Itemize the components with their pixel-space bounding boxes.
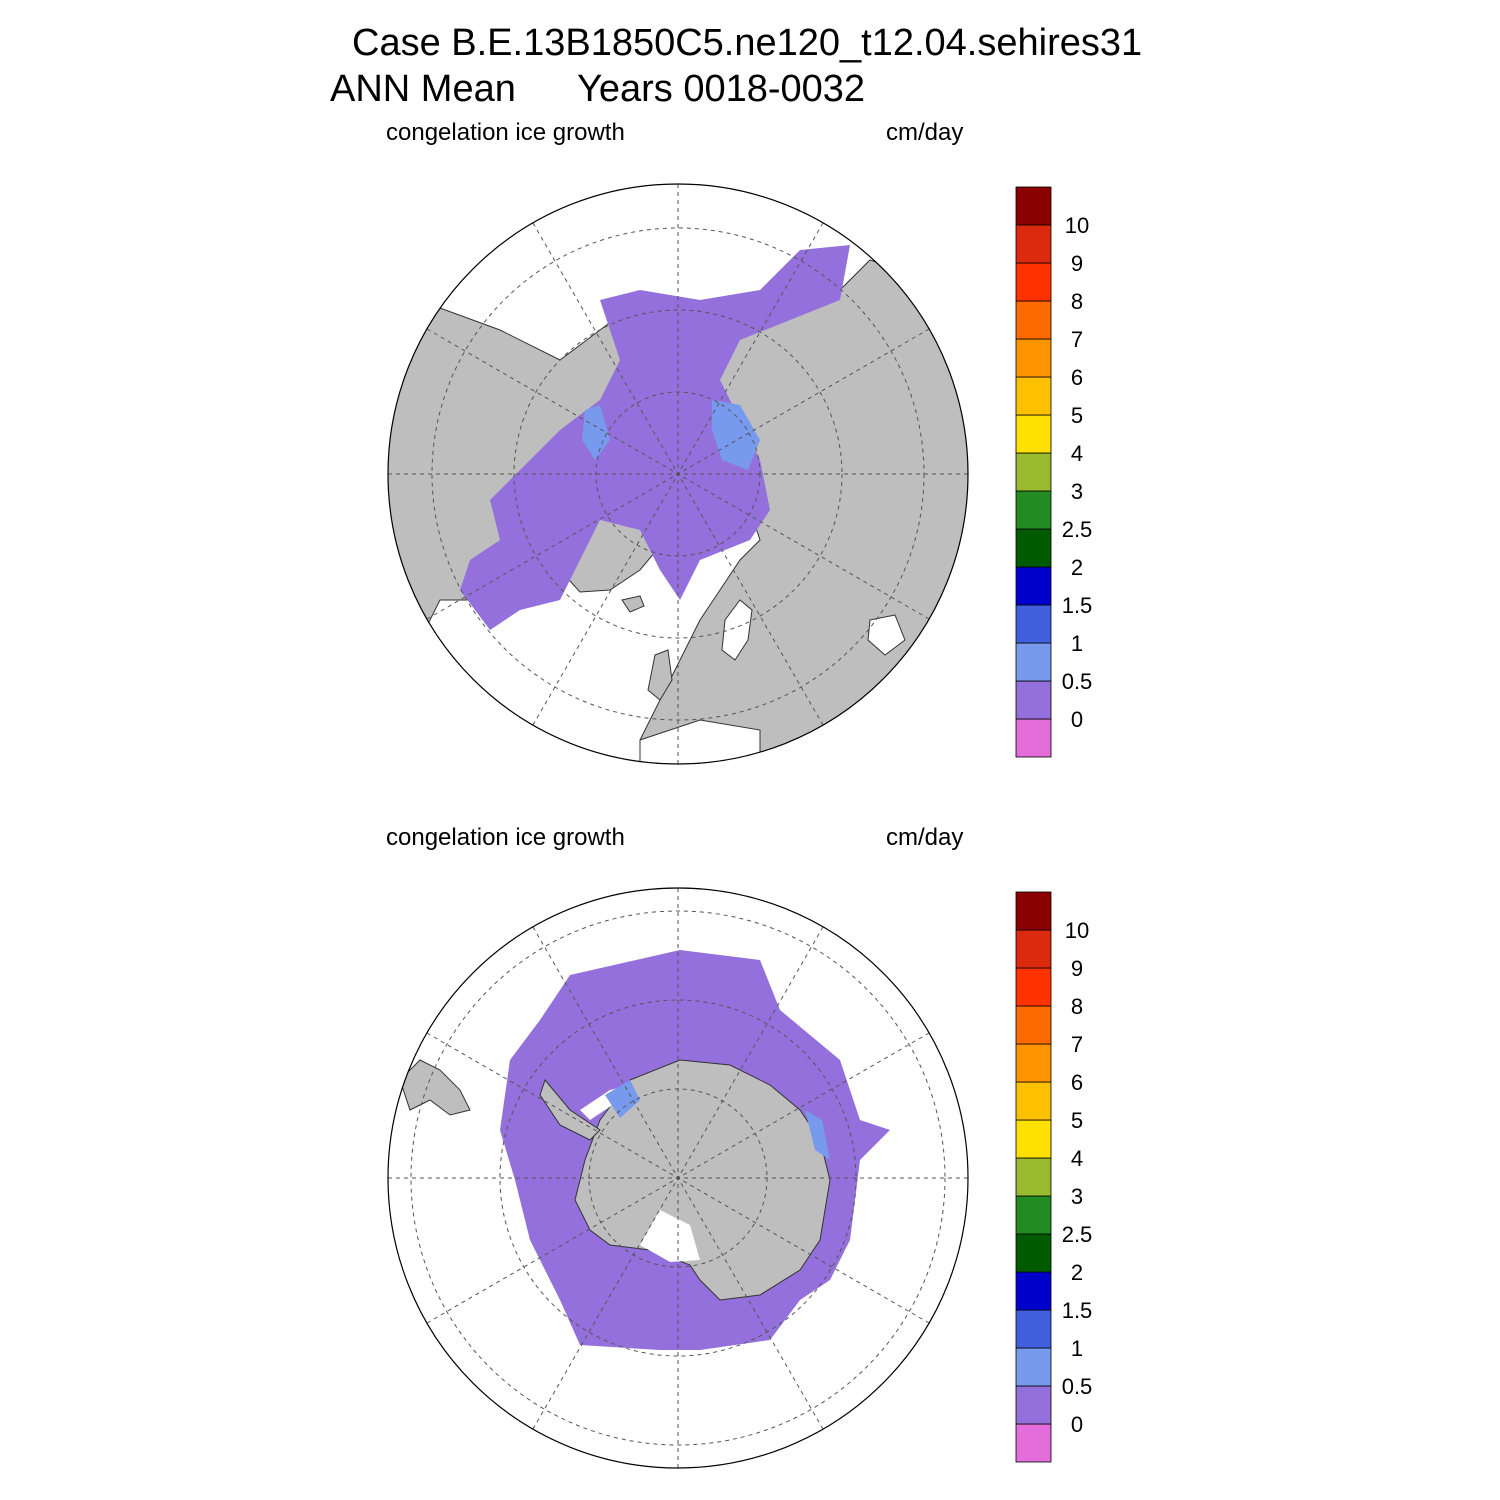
south-colorbar-tick-label: 2.5 <box>1062 1222 1093 1247</box>
north-colorbar-tick-label: 0 <box>1071 707 1083 732</box>
antarctica-land <box>574 1059 831 1301</box>
south-colorbar-tick-label: 0 <box>1071 1412 1083 1437</box>
north-variable-label: congelation ice growth <box>386 119 625 146</box>
south-colorbar-tick-label: 1 <box>1071 1336 1083 1361</box>
north-colorbar-tick-label: 4 <box>1071 441 1083 466</box>
north-colorbar-swatch <box>1015 490 1052 530</box>
south-map-border <box>387 887 969 1469</box>
south-colorbar-swatch <box>1015 1385 1052 1425</box>
south-colorbar-swatch <box>1015 1157 1052 1197</box>
north-colorbar-tick-label: 7 <box>1071 327 1083 352</box>
south-colorbar-tick-label: 1.5 <box>1062 1298 1093 1323</box>
north-colorbar-swatch <box>1015 414 1052 454</box>
south-america-tip <box>399 1059 471 1116</box>
north-colorbar-tick-label: 9 <box>1071 251 1083 276</box>
north-colorbar-swatch <box>1015 452 1052 492</box>
north-colorbar-tick-label: 2 <box>1071 555 1083 580</box>
north-colorbar-swatch <box>1015 680 1052 720</box>
antarctic-ice-high-zone <box>605 1080 640 1118</box>
antarctic-peninsula <box>539 1078 601 1141</box>
main-title: Case B.E.13B1850C5.ne120_t12.04.sehires3… <box>352 22 1143 64</box>
south-colorbar-tick-label: 6 <box>1071 1070 1083 1095</box>
north-colorbar-tick-label: 2.5 <box>1062 517 1093 542</box>
south-colorbar-tick-label: 8 <box>1071 994 1083 1019</box>
north-colorbar-tick-label: 1 <box>1071 631 1083 656</box>
north-colorbar-tick-label: 5 <box>1071 403 1083 428</box>
south-polar-map <box>387 887 969 1469</box>
south-colorbar-tick-label: 9 <box>1071 956 1083 981</box>
iceland-land <box>621 595 645 613</box>
north-colorbar-tick-label: 8 <box>1071 289 1083 314</box>
north-colorbar-swatch <box>1015 642 1052 682</box>
north-map-border <box>387 183 969 765</box>
north-polar-map <box>387 183 969 765</box>
north-colorbar-tick-label: 10 <box>1065 213 1089 238</box>
south-colorbar-swatch <box>1015 1119 1052 1159</box>
south-variable-label: congelation ice growth <box>386 824 625 851</box>
south-colorbar-tick-label: 2 <box>1071 1260 1083 1285</box>
antarctic-ice-high-zone-2 <box>805 1110 830 1160</box>
south-colorbar-tick-label: 7 <box>1071 1032 1083 1057</box>
north-units-label: cm/day <box>886 119 964 146</box>
north-colorbar-tick-label: 1.5 <box>1062 593 1093 618</box>
north-colorbar-swatch <box>1015 186 1052 226</box>
arctic-sea-ice <box>460 245 850 630</box>
south-colorbar-swatch <box>1015 1195 1052 1235</box>
north-colorbar-swatch <box>1015 528 1052 568</box>
south-colorbar-tick-label: 5 <box>1071 1108 1083 1133</box>
south-colorbar-tick-label: 10 <box>1065 918 1089 943</box>
south-colorbar-swatch <box>1015 1005 1052 1045</box>
south-colorbar-swatch <box>1015 1233 1052 1273</box>
caspian-sea <box>867 614 906 656</box>
south-colorbar-swatch <box>1015 891 1052 931</box>
ross-sea <box>640 1210 700 1262</box>
north-colorbar: 0 0.5 1 1.5 2 2.5 3 4 5 6 7 8 9 10 <box>1015 186 1093 758</box>
north-colorbar-swatch <box>1015 262 1052 302</box>
south-colorbar-swatch <box>1015 1081 1052 1121</box>
south-units-label: cm/day <box>886 824 964 851</box>
north-colorbar-tick-label: 6 <box>1071 365 1083 390</box>
subtitle-years: Years 0018-0032 <box>577 68 866 110</box>
north-colorbar-swatch <box>1015 718 1052 758</box>
north-colorbar-swatch <box>1015 300 1052 340</box>
north-colorbar-tick-label: 0.5 <box>1062 669 1093 694</box>
south-colorbar-swatch <box>1015 1043 1052 1083</box>
baltic-sea <box>721 599 753 661</box>
north-colorbar-swatch <box>1015 566 1052 606</box>
south-colorbar-swatch <box>1015 1347 1052 1387</box>
south-graticule <box>388 888 968 1468</box>
uk-land <box>647 649 673 701</box>
south-colorbar-tick-label: 4 <box>1071 1146 1083 1171</box>
south-colorbar: 0 0.5 1 1.5 2 2.5 3 4 5 6 7 8 9 10 <box>1015 891 1093 1463</box>
south-colorbar-swatch <box>1015 1271 1052 1311</box>
arctic-ice-high-zone <box>712 400 760 470</box>
subtitle-period: ANN Mean <box>330 68 516 110</box>
south-colorbar-swatch <box>1015 1423 1052 1463</box>
south-colorbar-swatch <box>1015 929 1052 969</box>
north-graticule <box>388 184 968 764</box>
south-colorbar-swatch <box>1015 967 1052 1007</box>
arctic-ice-high-zone-2 <box>582 405 610 460</box>
north-colorbar-swatch <box>1015 338 1052 378</box>
south-colorbar-tick-label: 0.5 <box>1062 1374 1093 1399</box>
north-colorbar-swatch <box>1015 224 1052 264</box>
north-colorbar-tick-label: 3 <box>1071 479 1083 504</box>
north-colorbar-swatch <box>1015 376 1052 416</box>
south-colorbar-swatch <box>1015 1309 1052 1349</box>
north-colorbar-swatch <box>1015 604 1052 644</box>
south-colorbar-tick-label: 3 <box>1071 1184 1083 1209</box>
